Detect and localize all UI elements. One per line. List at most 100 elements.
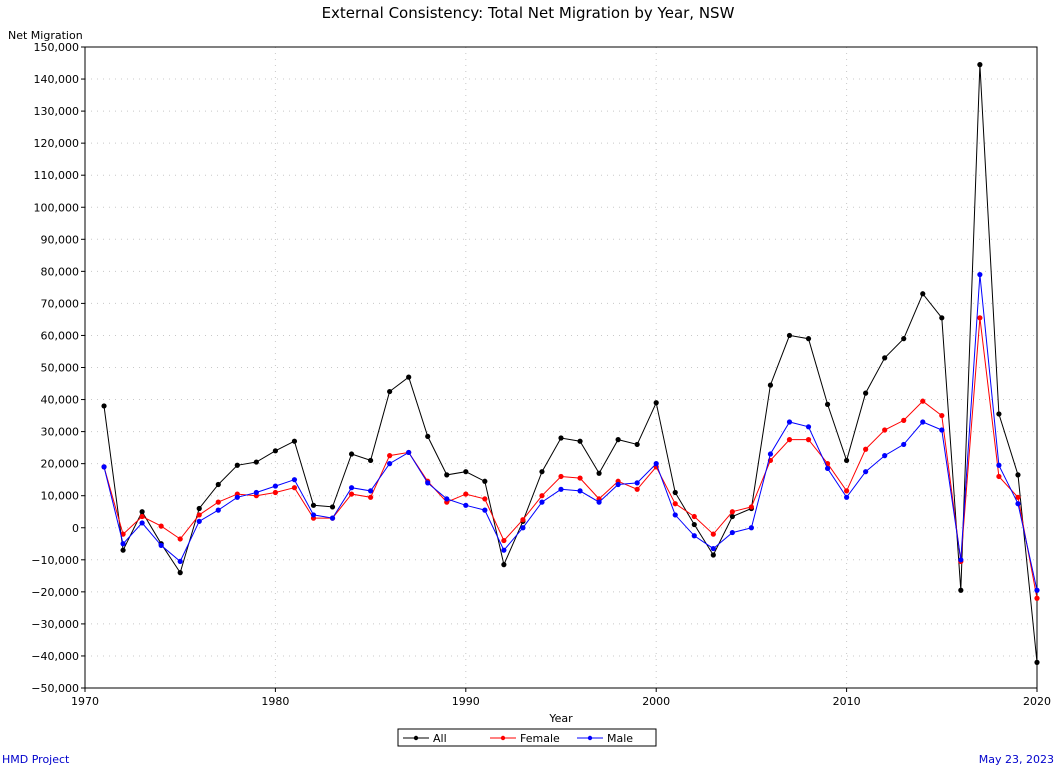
data-point-female (634, 486, 640, 492)
y-tick-label: 150,000 (34, 41, 80, 54)
y-tick-label: 90,000 (41, 233, 80, 246)
legend: All Female Male (397, 728, 657, 747)
series-line-female (103, 317, 1038, 599)
data-point-all (387, 388, 393, 395)
data-point-male (748, 525, 755, 531)
data-point-female (844, 488, 850, 494)
data-point-all (996, 411, 1002, 417)
data-point-all (558, 435, 564, 441)
data-point-male (291, 477, 298, 483)
footer-date: May 23, 2023 (978, 753, 1054, 766)
legend-label-female: Female (520, 732, 560, 745)
data-point-male (672, 512, 678, 518)
legend-box (397, 728, 657, 747)
data-point-all (901, 336, 907, 342)
data-point-all (406, 374, 412, 380)
data-point-all (1015, 472, 1021, 478)
legend-label-male: Male (607, 732, 633, 745)
data-point-female (215, 499, 221, 505)
data-point-female (501, 537, 507, 544)
data-point-all (482, 478, 488, 484)
data-point-all (234, 462, 240, 468)
x-axis-ticks: 1970 1980 1990 2000 2010 2020 (71, 688, 1051, 708)
data-point-female (729, 509, 735, 515)
data-point-male (577, 488, 583, 494)
data-point-female (291, 485, 298, 491)
data-point-male (596, 499, 602, 505)
data-point-male (139, 520, 145, 526)
data-point-all (958, 587, 964, 593)
data-point-all (177, 570, 183, 576)
data-point-all (139, 509, 145, 515)
data-point-female (158, 523, 164, 529)
y-tick-label: 120,000 (34, 137, 80, 150)
data-point-all (368, 457, 374, 464)
legend-marker-female (500, 735, 506, 741)
y-tick-label: −40,000 (31, 650, 79, 663)
data-point-male (158, 542, 164, 548)
data-point-all (272, 448, 278, 454)
chart-title: External Consistency: Total Net Migratio… (322, 4, 735, 22)
data-point-male (1015, 501, 1021, 507)
data-point-all (767, 382, 774, 388)
data-point-all (444, 472, 450, 478)
data-point-male (387, 461, 393, 467)
data-point-female (1034, 595, 1040, 601)
x-tick-label: 2020 (1023, 695, 1051, 708)
data-point-male (634, 480, 640, 486)
data-point-female (482, 496, 488, 502)
footer-source: HMD Project (2, 753, 70, 766)
data-point-male (196, 518, 202, 524)
data-point-male (710, 545, 716, 552)
data-point-female (977, 315, 983, 321)
y-tick-label: 140,000 (34, 73, 80, 86)
x-tick-label: 1980 (261, 695, 289, 708)
data-point-male (348, 485, 355, 491)
data-point-male (406, 449, 412, 456)
data-point-all (120, 547, 126, 553)
y-tick-label: −10,000 (31, 554, 79, 567)
data-point-female (177, 536, 183, 542)
data-point-female (786, 437, 793, 443)
data-point-all (463, 469, 469, 475)
y-axis-ticks: −50,000 −40,000 −30,000 −20,000 −10,000 0 10,0… (31, 41, 85, 695)
data-point-all (577, 438, 583, 444)
data-point-male (958, 557, 964, 563)
data-point-female (120, 531, 126, 537)
data-point-male (368, 488, 374, 494)
data-point-female (368, 494, 374, 500)
data-point-male (901, 441, 907, 448)
y-tick-label: 20,000 (41, 458, 80, 471)
data-point-female (672, 501, 678, 507)
data-point-male (939, 427, 945, 433)
data-point-all (691, 521, 697, 528)
y-tick-label: −20,000 (31, 586, 79, 599)
data-point-female (558, 473, 564, 480)
data-point-all (653, 400, 659, 406)
data-point-all (615, 437, 621, 443)
legend-marker-all (413, 735, 419, 741)
y-tick-label: 110,000 (34, 169, 80, 182)
data-point-male (767, 451, 774, 457)
data-point-male (120, 541, 126, 547)
data-point-all (977, 62, 983, 68)
data-point-all (596, 470, 602, 476)
data-point-all (348, 451, 355, 457)
series-line-all (103, 64, 1038, 663)
data-point-all (253, 459, 259, 465)
data-point-all (329, 504, 336, 510)
data-point-male (215, 507, 221, 513)
data-point-all (672, 489, 678, 496)
data-point-male (977, 271, 983, 278)
data-point-female (1015, 494, 1021, 500)
data-point-male (882, 453, 888, 459)
data-point-female (196, 512, 202, 518)
data-point-female (387, 453, 393, 459)
data-point-all (729, 513, 735, 520)
data-point-all (215, 481, 221, 488)
y-tick-label: 130,000 (34, 105, 80, 118)
x-tick-label: 1970 (71, 695, 99, 708)
data-point-female (710, 531, 716, 537)
data-point-male (329, 515, 336, 521)
data-point-all (710, 552, 716, 558)
